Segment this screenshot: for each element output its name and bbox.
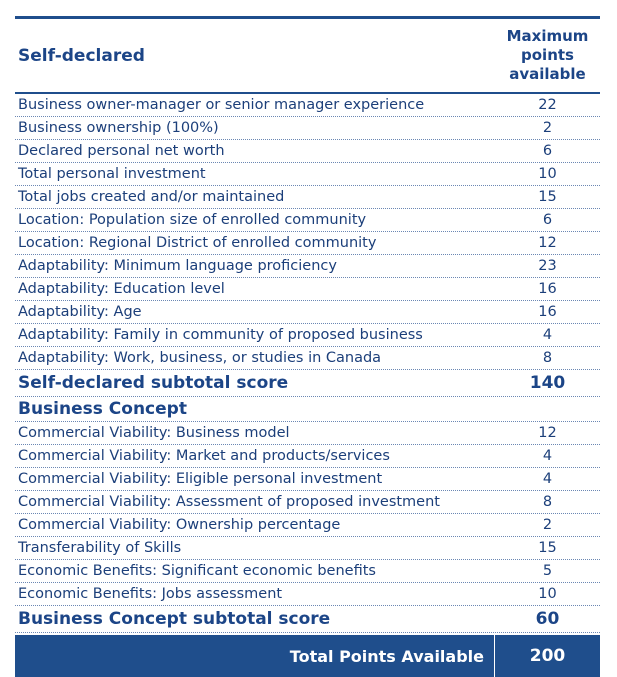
- criterion-label: Economic Benefits: Jobs assessment: [18, 586, 283, 602]
- table-row: Transferability of Skills 15: [15, 537, 600, 560]
- table-row: Adaptability: Family in community of pro…: [15, 324, 600, 347]
- top-rule: [15, 16, 600, 19]
- criterion-points: 4: [542, 471, 553, 487]
- criterion-label: Business ownership (100%): [18, 120, 219, 136]
- table-row: Adaptability: Education level 16: [15, 278, 600, 301]
- table-row: Declared personal net worth 6: [15, 140, 600, 163]
- business-concept-heading: Business Concept: [18, 399, 187, 419]
- self-declared-subtotal-row: Self-declared subtotal score 140: [15, 370, 600, 397]
- table-row: Economic Benefits: Jobs assessment 10: [15, 583, 600, 606]
- criterion-points: 2: [542, 120, 553, 136]
- criterion-points: 16: [538, 281, 557, 297]
- criterion-label: Commercial Viability: Ownership percenta…: [18, 517, 341, 533]
- business-concept-subtotal-value: 60: [535, 609, 560, 629]
- table-row: Total personal investment 10: [15, 163, 600, 186]
- table-row: Commercial Viability: Eligible personal …: [15, 468, 600, 491]
- column-header-max-points: Maximum points available: [506, 27, 589, 83]
- total-label: Total Points Available: [289, 646, 484, 666]
- criterion-label: Business owner-manager or senior manager…: [18, 97, 425, 113]
- criterion-points: 8: [542, 350, 553, 366]
- criterion-points: 12: [538, 425, 557, 441]
- section-title-self-declared: Self-declared: [18, 45, 145, 66]
- criterion-points: 23: [538, 258, 557, 274]
- criterion-points: 12: [538, 235, 557, 251]
- criterion-points: 2: [542, 517, 553, 533]
- criterion-label: Total jobs created and/or maintained: [18, 189, 285, 205]
- table-row: Economic Benefits: Significant economic …: [15, 560, 600, 583]
- criterion-label: Location: Population size of enrolled co…: [18, 212, 367, 228]
- table-row: Location: Regional District of enrolled …: [15, 232, 600, 255]
- business-concept-subtotal-row: Business Concept subtotal score 60: [15, 606, 600, 633]
- criterion-label: Adaptability: Education level: [18, 281, 225, 297]
- table-row: Adaptability: Work, business, or studies…: [15, 347, 600, 370]
- total-row: Total Points Available 200: [15, 635, 600, 677]
- criterion-points: 6: [542, 212, 553, 228]
- business-concept-subtotal-label: Business Concept subtotal score: [18, 609, 331, 629]
- table-row: Commercial Viability: Business model 12: [15, 422, 600, 445]
- criterion-points: 6: [542, 143, 553, 159]
- table-row: Location: Population size of enrolled co…: [15, 209, 600, 232]
- criterion-label: Economic Benefits: Significant economic …: [18, 563, 376, 579]
- criterion-label: Adaptability: Minimum language proficien…: [18, 258, 337, 274]
- table-row: Business owner-manager or senior manager…: [15, 94, 600, 117]
- table-row: Commercial Viability: Assessment of prop…: [15, 491, 600, 514]
- criterion-points: 4: [542, 327, 553, 343]
- criterion-label: Adaptability: Work, business, or studies…: [18, 350, 382, 366]
- criterion-points: 15: [538, 540, 557, 556]
- table-header: Self-declared Maximum points available: [15, 19, 600, 94]
- table-row: Commercial Viability: Market and product…: [15, 445, 600, 468]
- criterion-label: Commercial Viability: Business model: [18, 425, 290, 441]
- business-concept-rows: Commercial Viability: Business model 12 Co…: [15, 422, 600, 606]
- criterion-points: 4: [542, 448, 553, 464]
- criterion-label: Adaptability: Family in community of pro…: [18, 327, 423, 343]
- criterion-points: 8: [542, 494, 553, 510]
- total-value: 200: [494, 635, 600, 677]
- criterion-label: Commercial Viability: Eligible personal …: [18, 471, 383, 487]
- criterion-points: 22: [538, 97, 557, 113]
- criterion-label: Total personal investment: [18, 166, 206, 182]
- criterion-label: Commercial Viability: Assessment of prop…: [18, 494, 440, 510]
- table-row: Business ownership (100%) 2: [15, 117, 600, 140]
- business-concept-heading-row: Business Concept: [15, 397, 600, 422]
- criterion-points: 16: [538, 304, 557, 320]
- table-row: Total jobs created and/or maintained 15: [15, 186, 600, 209]
- table-row: Adaptability: Minimum language proficien…: [15, 255, 600, 278]
- criterion-points: 10: [538, 586, 557, 602]
- criterion-points: 10: [538, 166, 557, 182]
- self-declared-subtotal-label: Self-declared subtotal score: [18, 373, 289, 393]
- table-row: Adaptability: Age 16: [15, 301, 600, 324]
- criterion-label: Transferability of Skills: [18, 540, 182, 556]
- criterion-points: 15: [538, 189, 557, 205]
- criterion-label: Commercial Viability: Market and product…: [18, 448, 390, 464]
- criterion-label: Location: Regional District of enrolled …: [18, 235, 377, 251]
- points-table: Self-declared Maximum points available B…: [15, 16, 600, 677]
- self-declared-subtotal-value: 140: [529, 373, 566, 393]
- table-row: Commercial Viability: Ownership percenta…: [15, 514, 600, 537]
- criterion-label: Adaptability: Age: [18, 304, 142, 320]
- criterion-label: Declared personal net worth: [18, 143, 225, 159]
- criterion-points: 5: [542, 563, 553, 579]
- self-declared-rows: Business owner-manager or senior manager…: [15, 94, 600, 370]
